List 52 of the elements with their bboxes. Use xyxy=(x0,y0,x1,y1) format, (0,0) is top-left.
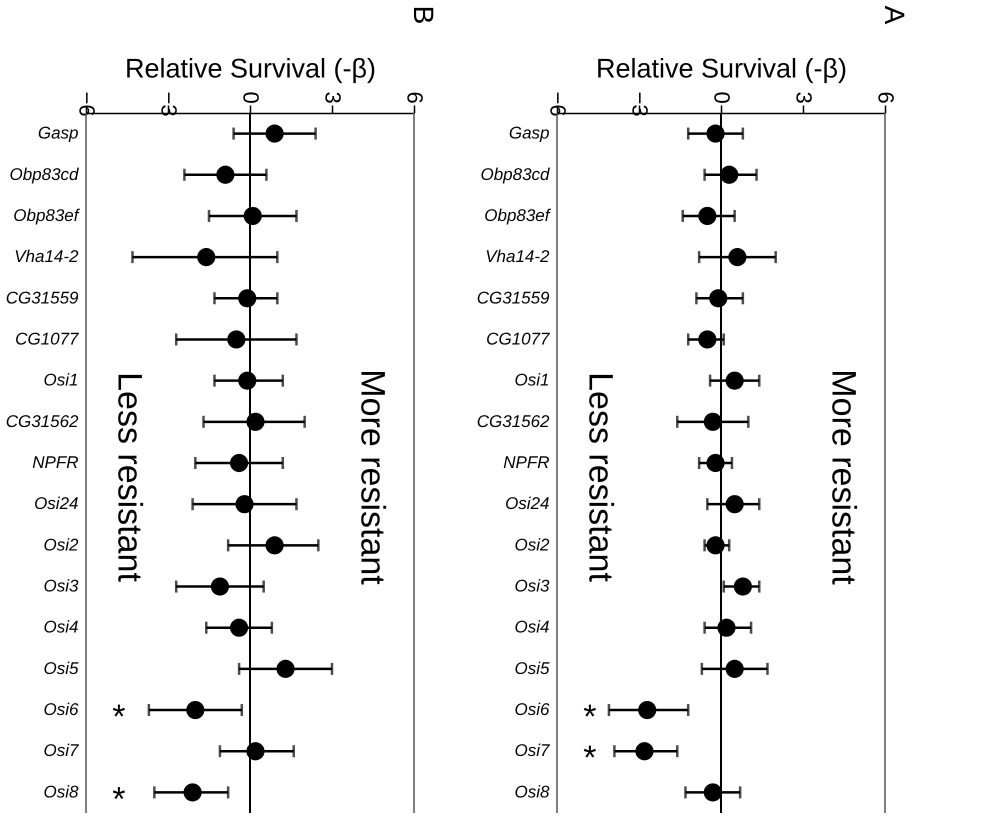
y-tick-label: Obp83cd xyxy=(10,164,80,184)
y-tick-label: Vha14-2 xyxy=(14,247,80,266)
y-tick-label: Obp83ef xyxy=(484,206,552,225)
y-tick-label: Osi5 xyxy=(44,658,80,678)
x-axis-title: Relative Survival (-β) xyxy=(124,54,376,84)
y-tick-label: CG1077 xyxy=(15,329,80,348)
y-tick-label: Osi6 xyxy=(514,700,550,720)
y-tick-label: NPFR xyxy=(32,453,78,472)
y-tick-label: Osi4 xyxy=(514,618,550,637)
y-tick-label: CG1077 xyxy=(486,329,550,348)
y-tick-label: NPFR xyxy=(503,453,550,472)
chart-title: A xyxy=(879,6,910,25)
y-tick-label: Osi7 xyxy=(514,741,550,760)
y-tick-label: Obp83cd xyxy=(480,164,550,184)
annotation: Less resistant xyxy=(582,372,620,582)
y-tick-label: Osi2 xyxy=(44,535,80,554)
y-tick-label: Vha14-2 xyxy=(485,247,550,266)
y-tick-label: CG31559 xyxy=(6,288,80,308)
y-tick-label: Osi24 xyxy=(505,494,550,514)
y-tick-label: Osi24 xyxy=(34,494,78,514)
y-tick-label: CG31562 xyxy=(6,412,80,431)
y-tick-label: Osi7 xyxy=(44,741,80,760)
annotation: * xyxy=(112,698,126,736)
chart-title: B xyxy=(408,6,439,24)
x-tick-label: 6 xyxy=(402,92,428,104)
annotation: * xyxy=(583,739,596,778)
y-tick-label: Osi1 xyxy=(514,370,550,390)
y-tick-label: Osi8 xyxy=(514,782,550,802)
x-tick-label: 3 xyxy=(320,92,346,104)
annotation: * xyxy=(583,698,596,736)
y-tick-label: Osi4 xyxy=(44,618,78,637)
annotation: * xyxy=(112,780,126,818)
y-tick-label: Gasp xyxy=(38,124,78,143)
x-axis-title: Relative Survival (-β) xyxy=(596,54,848,84)
y-tick-label: CG31562 xyxy=(476,412,550,431)
y-tick-label: Osi3 xyxy=(514,576,550,596)
y-tick-label: Obp83ef xyxy=(13,206,81,225)
y-tick-label: Osi6 xyxy=(44,700,80,720)
y-tick-label: Osi8 xyxy=(44,782,80,802)
x-tick-label: 0 xyxy=(710,92,734,104)
y-tick-label: Gasp xyxy=(508,124,550,143)
x-tick-label: 0 xyxy=(238,92,264,104)
y-tick-label: Osi2 xyxy=(514,535,550,554)
y-tick-label: Osi3 xyxy=(44,576,80,596)
y-tick-label: CG31559 xyxy=(476,288,550,308)
x-tick-label: 6 xyxy=(874,92,898,104)
y-tick-label: Osi5 xyxy=(514,658,550,678)
annotation: More resistant xyxy=(353,369,392,586)
x-tick-label: 3 xyxy=(792,92,816,104)
annotation: Less resistant xyxy=(110,372,149,582)
annotation: More resistant xyxy=(824,369,862,586)
y-tick-label: Osi1 xyxy=(44,370,78,390)
